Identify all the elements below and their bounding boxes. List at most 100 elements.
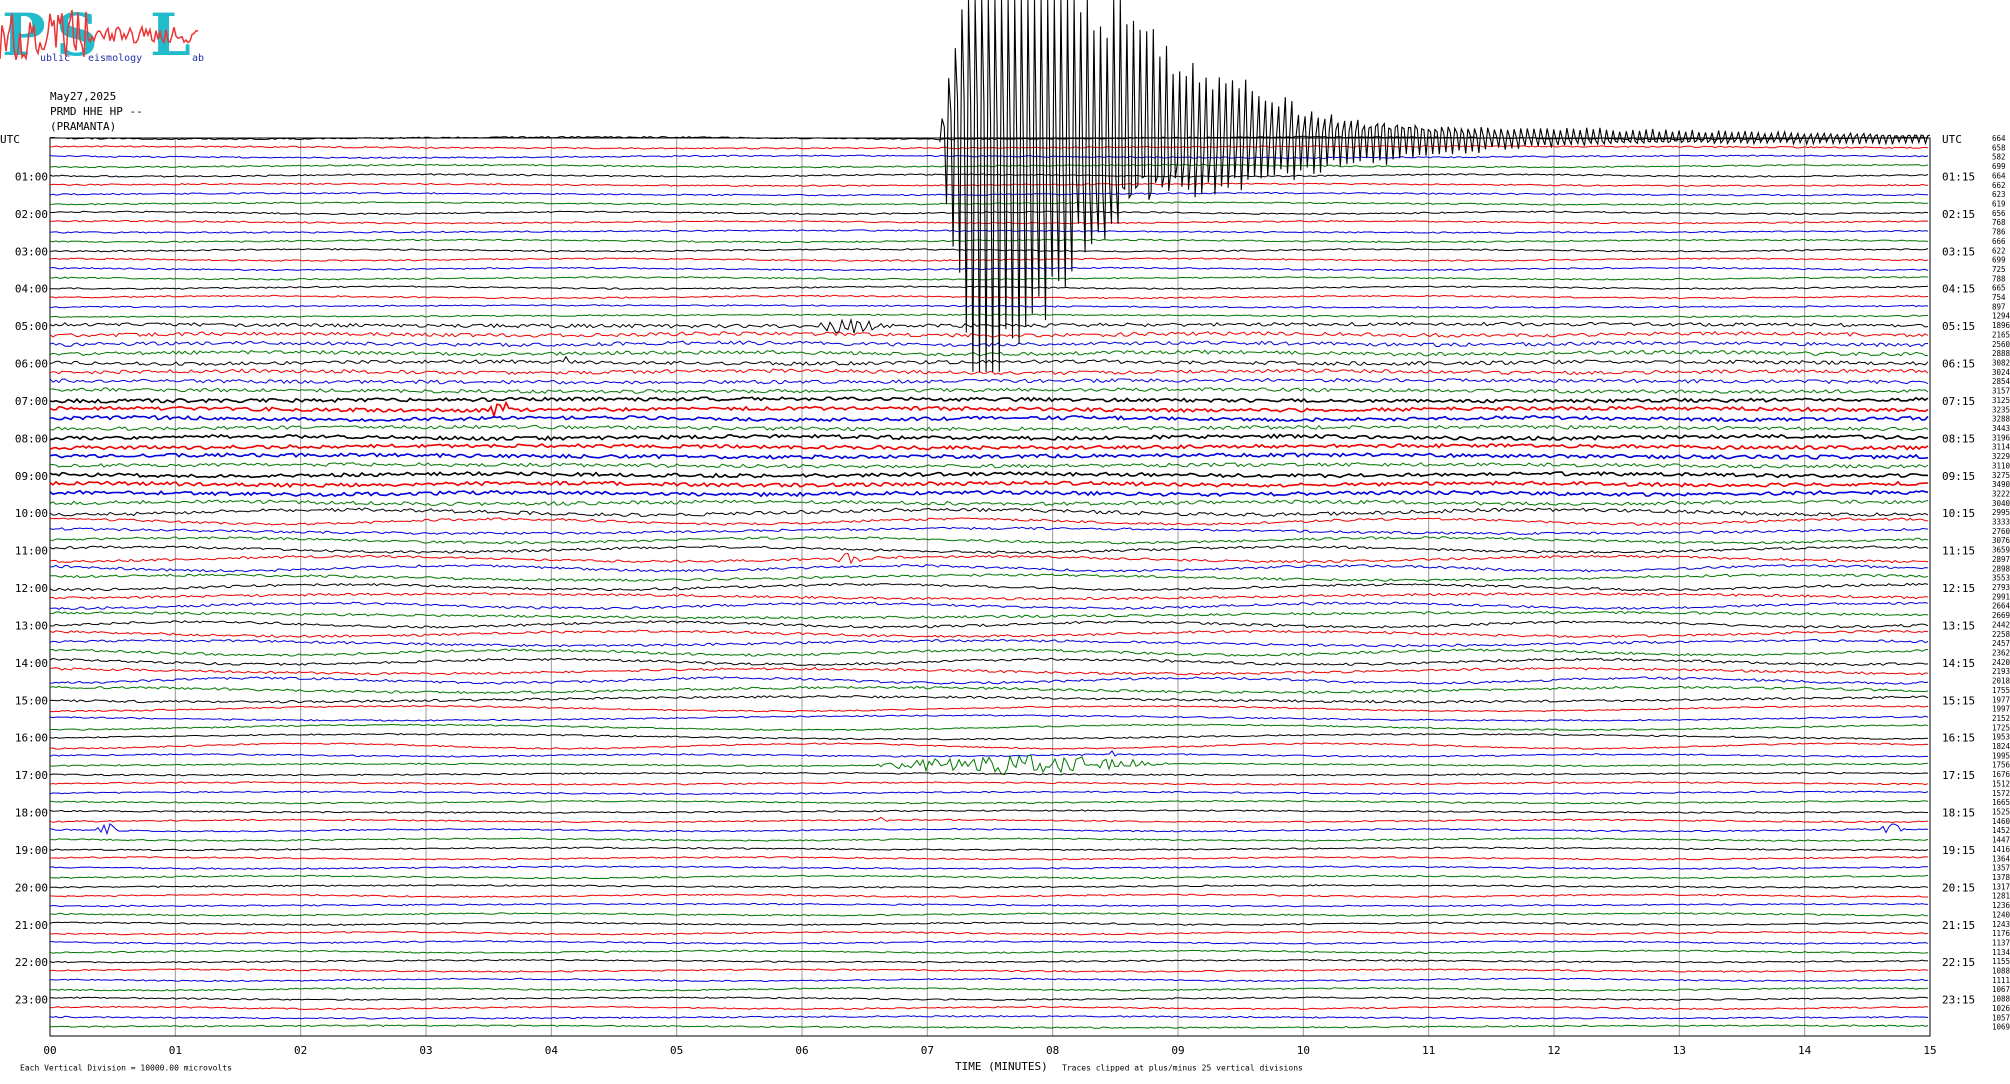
row-value: 3235 [1992,405,2010,414]
trace [50,220,1929,225]
logo-word: eismology [88,53,142,64]
trace [49,620,1929,629]
date: May27,2025 [50,90,116,103]
trace [49,629,1929,638]
trace [49,317,1929,334]
trace [49,201,1929,206]
row-value: 1069 [1992,1023,2010,1032]
trace [49,526,1929,536]
row-value: 3125 [1992,396,2010,405]
row-value: 622 [1992,246,2006,255]
row-value: 1755 [1992,686,2010,695]
trace [49,564,1929,573]
row-value: 1525 [1992,808,2010,817]
trace [50,940,1929,945]
trace [49,266,1929,272]
trace [49,452,1929,460]
hour-label-left: 08:00 [15,432,48,445]
trace [49,846,1929,852]
x-tick-label: 15 [1923,1044,1936,1057]
trace [49,912,1929,917]
trace [49,949,1929,955]
hour-label-right: 15:15 [1942,694,1975,707]
row-value: 582 [1992,153,2006,162]
row-value: 1824 [1992,742,2010,751]
trace [49,685,1929,695]
plot-frame [49,137,1931,1037]
trace [49,676,1929,685]
logo-wave [0,9,199,62]
row-value: 1995 [1992,751,2010,760]
row-value: 786 [1992,228,2006,237]
site: (PRAMANTA) [50,120,116,133]
row-value: 1243 [1992,920,2010,929]
x-tick-label: 05 [670,1044,683,1057]
trace [49,238,1929,244]
hour-label-right: 09:15 [1942,470,1975,483]
row-value: 1997 [1992,705,2010,714]
row-value: 754 [1992,293,2006,302]
trace [49,355,1929,366]
row-value: 1088 [1992,995,2010,1004]
trace [49,1005,1929,1011]
row-value: 658 [1992,143,2006,152]
trace [49,902,1929,908]
hour-label-right: 05:15 [1942,320,1975,333]
row-value: 2897 [1992,555,2010,564]
x-tick-label: 09 [1171,1044,1184,1057]
trace [49,552,1929,565]
trace [49,823,1929,836]
trace [49,732,1929,741]
hour-label-right: 22:15 [1942,956,1975,969]
trace [49,480,1928,489]
hour-label-right: 04:15 [1942,283,1975,296]
row-value: 1572 [1992,789,2010,798]
trace [49,865,1928,870]
hour-label-left: 16:00 [15,732,48,745]
hour-label-right: 01:15 [1942,170,1975,183]
trace [49,415,1929,423]
trace [49,507,1929,517]
row-value: 3040 [1992,499,2010,508]
trace [49,285,1929,290]
hour-label-right: 13:15 [1942,619,1975,632]
row-value: 666 [1992,237,2006,246]
row-value: 1057 [1992,1013,2010,1022]
row-value: 1452 [1992,826,2010,835]
trace [49,958,1929,964]
trace [49,638,1929,648]
hour-label-right: 08:15 [1942,432,1975,445]
hour-label-left: 02:00 [15,208,48,221]
trace [49,968,1929,973]
trace [49,996,1929,1001]
trace [49,648,1929,657]
row-value: 1725 [1992,723,2010,732]
trace [49,443,1929,451]
trace [49,313,1929,318]
row-value: 2793 [1992,583,2010,592]
row-value: 1067 [1992,985,2010,994]
trace [49,462,1929,469]
trace [49,723,1929,731]
row-value: 3114 [1992,443,2010,452]
hour-label-left: 01:00 [15,170,48,183]
trace [49,666,1929,676]
row-value: 1977 [1992,695,2010,704]
row-value: 2669 [1992,611,2010,620]
row-value: 619 [1992,199,2006,208]
row-value: 699 [1992,256,2006,265]
x-tick-label: 07 [921,1044,934,1057]
row-value: 1317 [1992,882,2010,891]
trace [49,257,1929,262]
row-value: 897 [1992,302,2006,311]
trace [49,714,1929,722]
row-value: 768 [1992,218,2006,227]
row-value: 3288 [1992,415,2010,424]
row-value: 2165 [1992,330,2010,339]
row-value: 2152 [1992,714,2010,723]
row-value: 1026 [1992,1004,2010,1013]
row-value: 3443 [1992,424,2010,433]
trace [49,517,1929,526]
hour-label-left: 09:00 [15,470,48,483]
